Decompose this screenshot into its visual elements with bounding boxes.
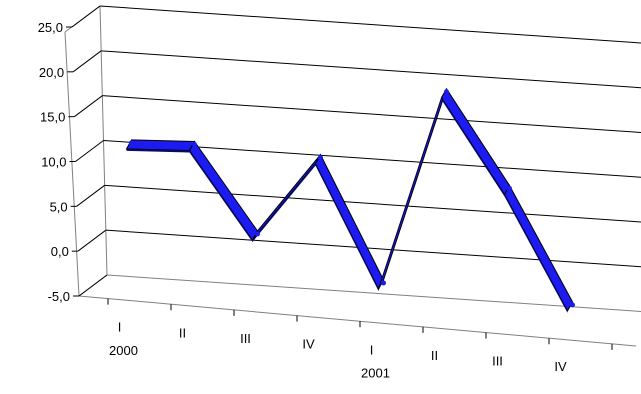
data-point (318, 155, 323, 161)
data-point (381, 280, 386, 286)
y-tick-label: 5,0 (50, 199, 68, 214)
series-segment (125, 139, 196, 151)
gridline-side (74, 95, 103, 118)
x-year-label: 2001 (361, 366, 390, 381)
gridline-side (78, 274, 108, 297)
gridline-side (72, 50, 102, 73)
data-point (192, 141, 197, 147)
series-segment-edge (378, 97, 442, 291)
series-segment (314, 153, 385, 291)
x-tick-label: II (431, 348, 438, 363)
floor-back-edge (106, 274, 641, 313)
y-tick-label: 20,0 (39, 65, 64, 80)
series-segment (188, 140, 259, 241)
y-axis-ticks: 25,0 20,0 15,0 10,0 5,0 0,0 -5,0 (38, 20, 79, 304)
data-point (444, 89, 449, 95)
series-segment-edge (189, 150, 253, 242)
axis-y-line (64, 31, 80, 297)
x-tick-label: I (370, 342, 374, 357)
data-point (255, 231, 260, 237)
series-segment-edge (126, 148, 190, 153)
y-tick-label: -5,0 (48, 289, 70, 304)
y-tick-label: 0,0 (51, 244, 69, 259)
gridline (104, 184, 641, 223)
x-tick-label: II (179, 325, 186, 340)
floor-front-edge (78, 295, 637, 347)
data-point (129, 140, 134, 146)
series-segment (252, 154, 321, 241)
chart-frame (64, 5, 641, 347)
gridline-side (71, 5, 101, 28)
y-tick-label: 10,0 (41, 155, 66, 170)
series-segment-edge (504, 194, 568, 313)
gridline (101, 50, 641, 89)
x-year-label: 2000 (109, 343, 138, 358)
x-tick-label: IV (302, 337, 315, 352)
series-segment-edge (315, 163, 379, 291)
series-segment (440, 87, 511, 196)
gridline (105, 229, 641, 268)
data-point (570, 302, 575, 308)
x-tick-label: I (118, 320, 122, 335)
x-tick-label: IV (554, 359, 567, 374)
gridline (99, 5, 641, 44)
data-point (507, 185, 512, 191)
series-segment-edge (441, 97, 505, 197)
x-tick-label: III (240, 331, 251, 346)
gridline-side (75, 140, 104, 162)
gridline-side (76, 184, 105, 207)
y-tick-label: 25,0 (38, 20, 63, 35)
gridline-side (77, 229, 107, 252)
series-segment (503, 184, 574, 312)
x-tick-label: III (492, 354, 503, 369)
gridline (102, 95, 641, 134)
series-ribbon (125, 87, 575, 313)
series-segment-edge (252, 163, 316, 242)
y-tick-label: 15,0 (40, 110, 65, 125)
